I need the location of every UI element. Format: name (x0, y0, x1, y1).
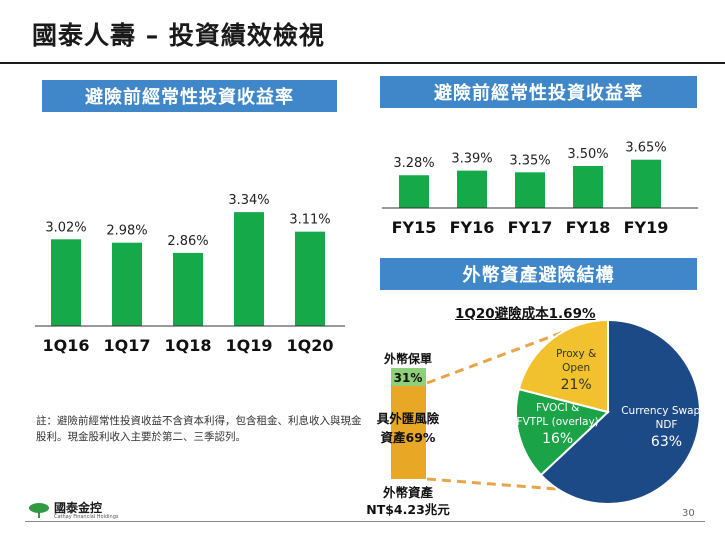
quarterly-data-label: 2.98% (106, 224, 147, 239)
stack-mid-value: 資產69% (380, 430, 436, 445)
annual-category-label: FY16 (450, 218, 495, 237)
pie-slice-value: 21% (561, 377, 592, 393)
quarterly-data-label: 3.02% (45, 220, 86, 235)
footer-divider (25, 521, 705, 522)
left-chart-banner: 避險前經常性投資收益率 (42, 80, 337, 112)
hedge-cost-subtitle: 1Q20避險成本1.69% (455, 306, 596, 322)
title-divider (0, 62, 725, 64)
logo-cn: 國泰金控 (54, 501, 103, 515)
quarterly-data-label: 3.34% (228, 193, 269, 208)
right-chart-banner: 避險前經常性投資收益率 (380, 76, 697, 108)
quarterly-category-label: 1Q16 (43, 336, 90, 355)
page-title: 國泰人壽 – 投資績效檢視 (32, 21, 325, 50)
quarterly-bar (173, 252, 203, 326)
company-logo: 國泰金控 Cathay Financial Holdings (28, 502, 119, 520)
stack-bottom-value: NT$4.23兆元 (366, 502, 450, 517)
annual-bar (515, 172, 545, 208)
quarterly-data-label: 2.86% (167, 234, 208, 249)
annual-category-label: FY15 (392, 218, 437, 237)
hedge-structure-banner: 外幣資產避險結構 (380, 258, 697, 290)
pie-slice-name: FVOCI & FVTPL (overlay) (516, 402, 598, 428)
pie-slice-value: 16% (542, 431, 573, 447)
annual-data-label: 3.65% (625, 141, 666, 156)
quarterly-data-label: 3.11% (289, 213, 330, 228)
annual-category-label: FY18 (566, 218, 611, 237)
annual-data-label: 3.39% (451, 152, 492, 167)
quarterly-category-label: 1Q19 (226, 336, 273, 355)
quarterly-bar (112, 242, 142, 326)
annual-bar (631, 159, 661, 208)
logo-en: Cathay Financial Holdings (54, 514, 119, 520)
pie-slice-value: 63% (651, 434, 682, 450)
pie-slice-name: Proxy & Open (556, 348, 596, 374)
stack-mid-name: 具外匯風險 (376, 411, 440, 426)
quarterly-bar (295, 231, 325, 326)
connector-line (426, 477, 571, 492)
annual-category-label: FY19 (624, 218, 669, 237)
stack-bar-bottom (391, 386, 426, 479)
annual-bar (573, 166, 603, 208)
pie-slice (515, 387, 611, 477)
annual-category-label: FY17 (508, 218, 553, 237)
annual-data-label: 3.35% (509, 153, 550, 168)
pie-slice (517, 320, 609, 414)
quarterly-category-label: 1Q18 (165, 336, 212, 355)
tree-logo-icon (29, 503, 49, 518)
stack-bottom-name: 外幣資產 (382, 485, 433, 500)
page-number: 30 (682, 508, 695, 519)
quarterly-bar (234, 212, 264, 326)
footnote: 註：避險前經常性投資收益不含資本利得，包含租金、利息收入與現金股利。現金股利收入… (36, 415, 362, 443)
annual-yield-chart: 3.28% FY15 3.39% FY16 3.35% FY17 3.50% FY18 3.65… (382, 141, 698, 237)
quarterly-category-label: 1Q20 (287, 336, 334, 355)
hedge-pie-chart: Currency Swap & NDF 63% FVOCI & FVTPL (overl… (426, 320, 712, 505)
quarterly-category-label: 1Q17 (104, 336, 151, 355)
annual-data-label: 3.50% (567, 147, 608, 162)
annual-bar (399, 175, 429, 208)
pie-slice-name: Currency Swap & NDF (621, 405, 712, 431)
quarterly-yield-chart: 3.02% 1Q16 2.98% 1Q17 2.86% 1Q18 3.34% 1Q19 3.11… (35, 193, 345, 355)
stack-top-value: 31% (393, 371, 423, 385)
annual-bar (457, 170, 487, 208)
annual-data-label: 3.28% (393, 156, 434, 171)
pie-slice (539, 320, 701, 505)
stack-bar-top (391, 368, 426, 386)
stack-top-name: 外幣保單 (383, 352, 432, 366)
quarterly-bar (51, 239, 81, 326)
